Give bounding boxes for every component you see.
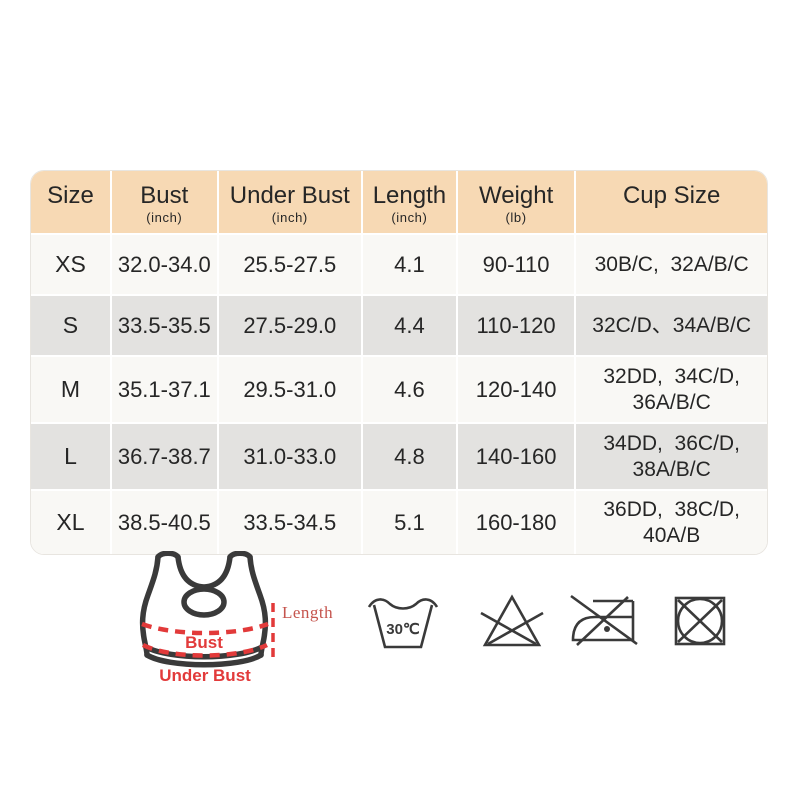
weight-cell: 110-120 <box>458 296 577 355</box>
header-cell-size: Size <box>31 171 112 233</box>
size-cell: M <box>31 357 112 422</box>
bra-diagram <box>139 551 269 668</box>
length-cell: 4.4 <box>363 296 458 355</box>
under-bust-cell: 31.0-33.0 <box>219 424 363 489</box>
cup-size-cell: 32C/D、34A/B/C <box>592 313 752 337</box>
weight-cell: 140-160 <box>458 424 577 489</box>
do-not-iron-icon <box>570 594 638 646</box>
size-cell: XS <box>31 235 112 294</box>
header-label: Under Bust <box>229 182 350 209</box>
length-cell: 4.8 <box>363 424 458 489</box>
cup-size-cell: 32DD, 34C/D, 36A/B/C <box>603 365 740 414</box>
table-row-m: M 35.1-37.1 29.5-31.0 4.6 120-140 32DD, … <box>31 355 767 422</box>
table-row-l: L 36.7-38.7 31.0-33.0 4.8 140-160 34DD, … <box>31 422 767 489</box>
header-label: Cup Size <box>622 182 721 209</box>
header-cell-under-bust: Under Bust (inch) <box>219 171 363 233</box>
weight-cell: 120-140 <box>458 357 577 422</box>
bust-cell: 36.7-38.7 <box>112 424 219 489</box>
header-label: Bust <box>140 182 189 209</box>
header-unit: (inch) <box>391 210 428 225</box>
table-row-s: S 33.5-35.5 27.5-29.0 4.4 110-120 32C/D、… <box>31 294 767 355</box>
size-chart-table: Size Bust (inch) Under Bust (inch) Lengt… <box>30 170 768 555</box>
under-bust-cell: 29.5-31.0 <box>219 357 363 422</box>
cup-size-cell: 34DD, 36C/D, 38A/B/C <box>603 432 740 481</box>
header-unit: (inch) <box>271 210 308 225</box>
size-cell: L <box>31 424 112 489</box>
under-bust-cell: 25.5-27.5 <box>219 235 363 294</box>
header-unit: (lb) <box>505 210 527 225</box>
header-cell-cup-size: Cup Size <box>576 171 767 233</box>
header-cell-bust: Bust (inch) <box>112 171 219 233</box>
length-cell: 5.1 <box>363 491 458 554</box>
header-label: Size <box>47 182 94 209</box>
bust-cell: 35.1-37.1 <box>112 357 219 422</box>
bust-measure-line <box>141 621 269 636</box>
cup-size-cell: 36DD, 38C/D, 40A/B <box>603 498 740 547</box>
under-bust-cell: 27.5-29.0 <box>219 296 363 355</box>
header-label: Length <box>372 182 447 209</box>
size-cell: S <box>31 296 112 355</box>
under-bust-cell: 33.5-34.5 <box>219 491 363 554</box>
length-measure-line <box>271 603 275 663</box>
under-bust-label: Under Bust <box>159 666 251 685</box>
wash-30-icon: 30℃ <box>367 598 439 649</box>
do-not-tumble-dry-icon <box>674 596 726 646</box>
bust-cell: 38.5-40.5 <box>112 491 219 554</box>
header-unit: (inch) <box>146 210 183 225</box>
length-label: Length <box>282 603 334 622</box>
table-header-row: Size Bust (inch) Under Bust (inch) Lengt… <box>31 171 767 233</box>
length-cell: 4.6 <box>363 357 458 422</box>
bust-cell: 33.5-35.5 <box>112 296 219 355</box>
wash-temp-label: 30℃ <box>386 621 420 638</box>
table-row-xl: XL 38.5-40.5 33.5-34.5 5.1 160-180 36DD,… <box>31 489 767 554</box>
header-label: Weight <box>478 182 554 209</box>
header-cell-length: Length (inch) <box>363 171 458 233</box>
bust-label: Bust <box>185 633 223 652</box>
cup-size-cell: 30B/C, 32A/B/C <box>594 252 749 276</box>
header-cell-weight: Weight (lb) <box>458 171 577 233</box>
length-cell: 4.1 <box>363 235 458 294</box>
weight-cell: 160-180 <box>458 491 577 554</box>
size-cell: XL <box>31 491 112 554</box>
weight-cell: 90-110 <box>458 235 577 294</box>
bust-cell: 32.0-34.0 <box>112 235 219 294</box>
table-row-xs: XS 32.0-34.0 25.5-27.5 4.1 90-110 30B/C,… <box>31 233 767 294</box>
do-not-bleach-icon <box>480 594 544 647</box>
